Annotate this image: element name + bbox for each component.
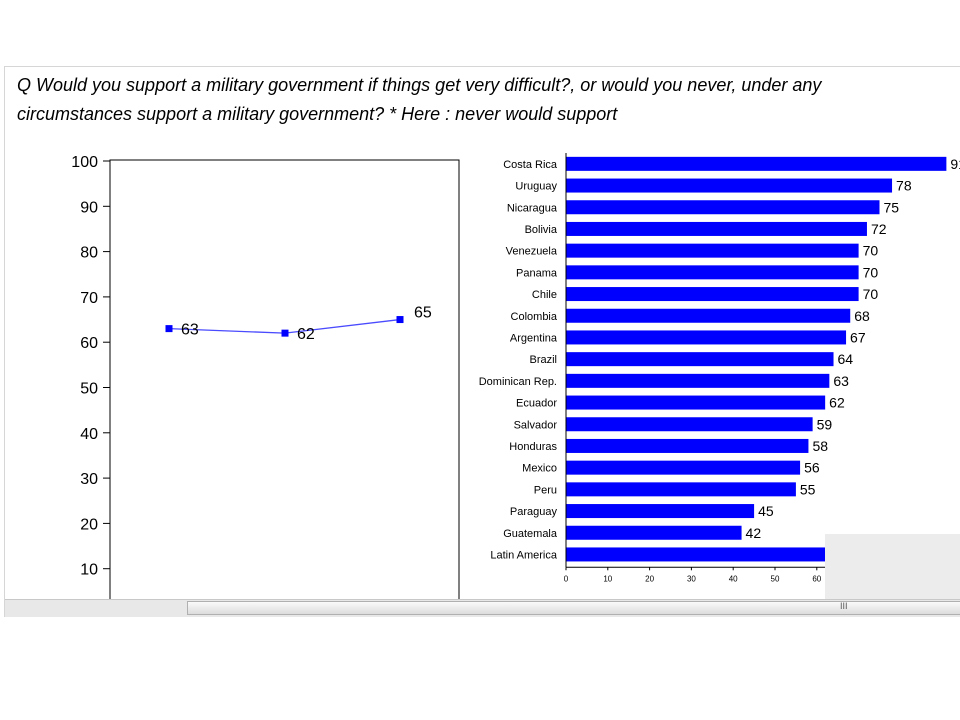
- data-point: [165, 325, 173, 333]
- bar-category-label: Mexico: [522, 463, 557, 475]
- bar-category-label: Ecuador: [516, 398, 557, 410]
- bar: [566, 417, 813, 432]
- x-tick-label: 0: [564, 574, 569, 583]
- bar-category-label: Peru: [534, 484, 557, 496]
- y-tick-label: 30: [80, 471, 98, 488]
- bar-value-label: 64: [838, 351, 854, 367]
- bar: [566, 200, 880, 215]
- bar-category-label: Nicaragua: [507, 202, 558, 214]
- y-tick-label: 70: [80, 290, 98, 307]
- bar-value-label: 70: [863, 286, 879, 302]
- bar: [566, 504, 755, 519]
- data-point: [281, 329, 289, 337]
- bar: [566, 395, 826, 410]
- bar-value-label: 59: [817, 416, 833, 432]
- question-line-2: circumstances support a military governm…: [17, 104, 618, 124]
- y-tick-label: 80: [80, 245, 98, 262]
- scrollbar-thumb[interactable]: III: [187, 601, 960, 615]
- bar-category-label: Argentina: [510, 332, 558, 344]
- bar: [566, 221, 867, 236]
- data-label: 65: [414, 305, 432, 322]
- bar-value-label: 72: [871, 221, 887, 237]
- bar-category-label: Chile: [532, 289, 557, 301]
- y-tick-label: 50: [80, 381, 98, 398]
- line-plot-area: [109, 159, 460, 601]
- bar-value-label: 56: [804, 460, 820, 476]
- x-tick-label: 30: [687, 574, 696, 583]
- bar-category-label: Salvador: [514, 419, 558, 431]
- bar-value-label: 75: [884, 199, 900, 215]
- x-tick-label: 40: [729, 574, 738, 583]
- x-tick-label: 50: [771, 574, 780, 583]
- bar-x-axis: 0 10 20 30 40 50 60: [564, 153, 960, 583]
- bar-value-label: 68: [854, 308, 870, 324]
- y-tick-label: 40: [80, 426, 98, 443]
- bar: [566, 287, 859, 302]
- bar-category-label: Panama: [516, 267, 558, 279]
- y-tick-label: 100: [71, 154, 98, 171]
- bar-value-label: 67: [850, 329, 866, 345]
- bar-category-label: Brazil: [529, 354, 557, 366]
- bar-category-label: Honduras: [509, 441, 557, 453]
- y-tick-label: 20: [80, 516, 98, 533]
- bar-category-label: Venezuela: [506, 246, 558, 258]
- bar: [566, 330, 847, 345]
- bar-value-label: 70: [863, 264, 879, 280]
- country-bar-chart: Costa Rica 91 Uruguay 78 Nicaragua 75 Bolivia 7…: [479, 153, 960, 583]
- bar: [566, 265, 859, 280]
- bar-category-label: Dominican Rep.: [479, 376, 557, 388]
- line-series: 63 62 65: [165, 305, 432, 343]
- bar-value-label: 45: [758, 503, 774, 519]
- x-tick-label: 10: [603, 574, 612, 583]
- y-tick-label: 10: [80, 562, 98, 579]
- bar: [566, 482, 796, 497]
- bar-value-label: 55: [800, 481, 816, 497]
- scrollbar-grip-icon: III: [840, 601, 848, 611]
- bar: [566, 156, 947, 171]
- bar-category-label: Paraguay: [510, 506, 558, 518]
- bar: [566, 547, 830, 562]
- slide-frame: Q Would you support a military governmen…: [4, 66, 960, 617]
- bar-value-label: 62: [829, 395, 845, 411]
- data-point: [396, 316, 404, 324]
- bar-value-label: 78: [896, 178, 912, 194]
- y-tick-label: 90: [80, 199, 98, 216]
- bar-value-label: 91: [950, 156, 960, 172]
- bar-value-label: 70: [863, 243, 879, 259]
- bar: [566, 308, 851, 323]
- x-tick-label: 60: [812, 574, 821, 583]
- trend-line-chart: 100 90 80 70 60 50 40 30 20 10 63 62 65: [71, 154, 460, 601]
- bar-value-label: 63: [833, 373, 849, 389]
- question-line-1: Q Would you support a military governmen…: [17, 75, 822, 95]
- bar-category-label: Bolivia: [525, 224, 558, 236]
- bar: [566, 438, 809, 453]
- horizontal-scrollbar[interactable]: III: [5, 599, 960, 617]
- bar: [566, 460, 801, 475]
- bar-category-label: Latin America: [490, 549, 558, 561]
- bar: [566, 243, 859, 258]
- bar: [566, 178, 893, 193]
- bar-category-label: Uruguay: [515, 181, 557, 193]
- line-y-axis: 100 90 80 70 60 50 40 30 20 10: [71, 154, 110, 579]
- bar: [566, 373, 830, 388]
- data-label: 62: [297, 326, 315, 343]
- bars-group: Costa Rica 91 Uruguay 78 Nicaragua 75 Bolivia 7…: [479, 156, 960, 562]
- bar-category-label: Costa Rica: [503, 159, 558, 171]
- y-tick-label: 60: [80, 335, 98, 352]
- bar-value-label: 42: [746, 525, 762, 541]
- bar-value-label: 58: [812, 438, 828, 454]
- bar-category-label: Colombia: [511, 311, 558, 323]
- bar: [566, 352, 834, 367]
- bar-category-label: Guatemala: [503, 528, 558, 540]
- x-tick-label: 20: [645, 574, 654, 583]
- data-label: 63: [181, 322, 199, 339]
- bar: [566, 525, 742, 540]
